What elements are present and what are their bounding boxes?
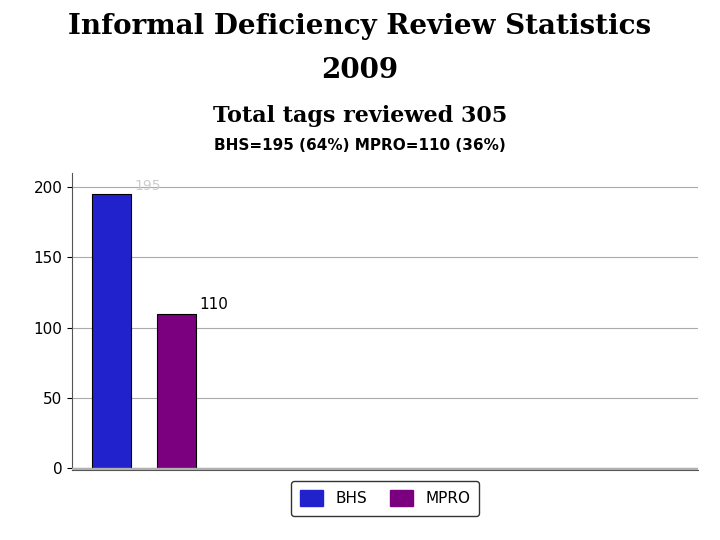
Bar bbox=[157, 314, 196, 468]
Text: 195: 195 bbox=[134, 179, 161, 192]
Text: BHS=195 (64%) MPRO=110 (36%): BHS=195 (64%) MPRO=110 (36%) bbox=[214, 138, 506, 153]
Text: 2009: 2009 bbox=[321, 57, 399, 84]
Bar bbox=[91, 194, 131, 468]
Text: Total tags reviewed 305: Total tags reviewed 305 bbox=[213, 105, 507, 127]
Legend: BHS, MPRO: BHS, MPRO bbox=[291, 481, 480, 516]
Text: Informal Deficiency Review Statistics: Informal Deficiency Review Statistics bbox=[68, 14, 652, 40]
Text: 110: 110 bbox=[199, 297, 228, 312]
Bar bbox=[72, 468, 698, 480]
